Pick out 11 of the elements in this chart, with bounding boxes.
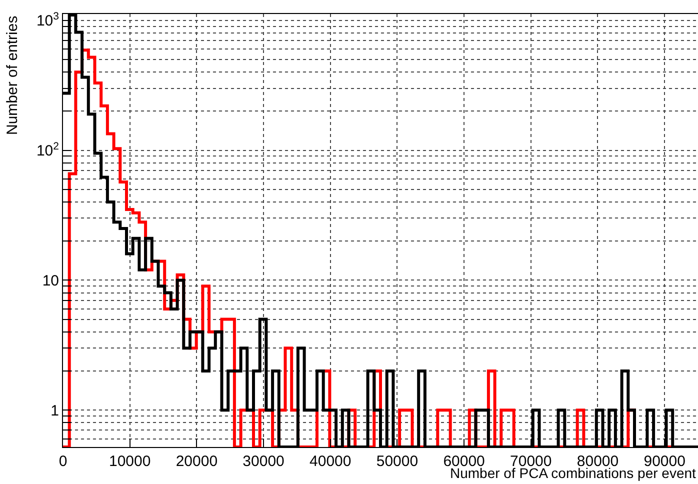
- x-tick-label: 30000: [242, 453, 284, 470]
- y-tick-label: 1: [50, 402, 59, 420]
- y-axis-title: Number of entries: [4, 16, 21, 135]
- x-tick-label: 40000: [310, 453, 352, 470]
- x-tick-label: 10000: [108, 453, 151, 470]
- y-tick-label: 10$^{2}$: [36, 140, 60, 160]
- y-tick-label: 10$^{3}$: [36, 10, 60, 30]
- x-tick-label: 20000: [176, 453, 218, 470]
- x-tick-label: 50000: [376, 453, 418, 470]
- y-tick-label: 10: [42, 272, 59, 290]
- x-tick-label: 0: [58, 453, 68, 470]
